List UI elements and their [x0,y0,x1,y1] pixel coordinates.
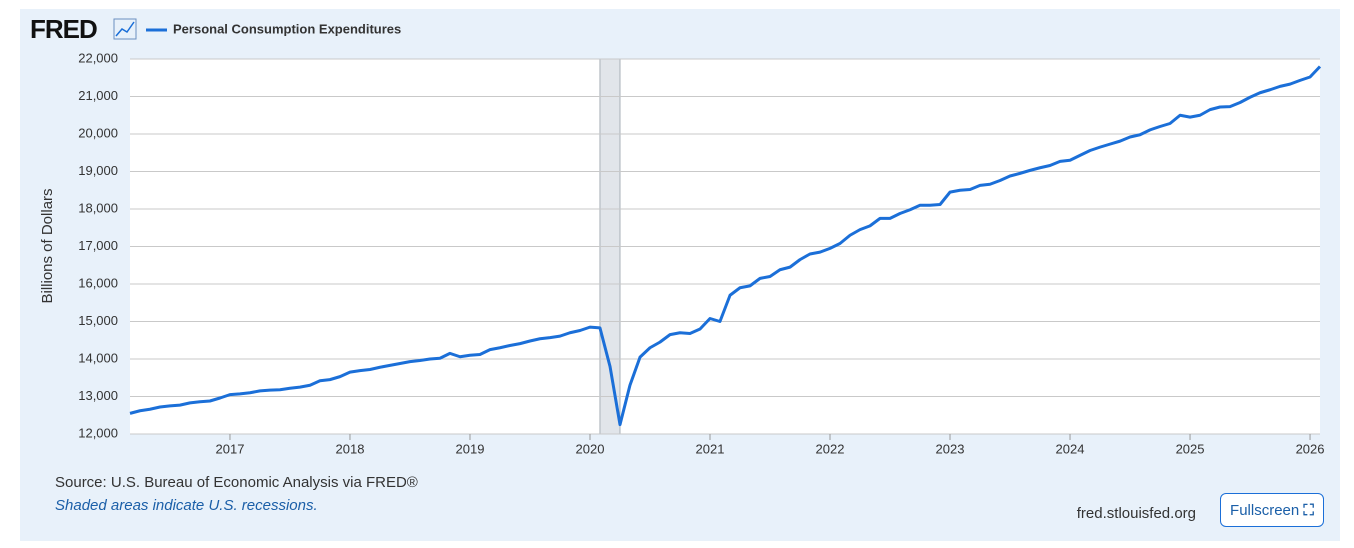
button-label: Fullscreen [1230,501,1300,519]
y-tick-label: 17,000 [78,238,118,253]
y-tick-label: 18,000 [78,200,118,215]
y-tick-label: 20,000 [78,125,118,140]
y-tick-label: 12,000 [78,425,118,440]
y-tick-label: 16,000 [78,275,118,290]
logo: FRED [30,14,97,44]
x-tick-label: 2024 [1056,441,1085,456]
series-line [129,65,1322,427]
y-tick-label: 15,000 [78,313,118,328]
x-tick-label: 2026 [1296,441,1325,456]
x-tick-label: 2023 [936,441,965,456]
x-tick-label: 2020 [576,441,605,456]
url: fred.stlouisfed.org [1077,505,1196,522]
x-tick-label: 2017 [216,441,245,456]
y-tick-label: 21,000 [78,88,118,103]
legend-label: Personal Consumption Expenditures [173,21,401,36]
note: Shaded areas indicate U.S. recessions. [55,497,318,514]
source: Source: U.S. Bureau of Economic Analysis… [55,474,418,491]
x-tick-label: 2022 [816,441,845,456]
x-tick-label: 2018 [336,441,365,456]
x-tick-label: 2021 [696,441,725,456]
logo-icon [113,18,137,40]
x-tick-label: 2025 [1176,441,1205,456]
y-tick-label: 13,000 [78,388,118,403]
y-tick-label: 14,000 [78,350,118,365]
y-tick-label: 19,000 [78,163,118,178]
fullscreen-button[interactable]: Fullscreen ⛶ [1220,493,1324,527]
y-tick-label: 22,000 [78,50,118,65]
y-axis-label: Billions of Dollars [39,188,56,303]
x-tick-label: 2019 [456,441,485,456]
